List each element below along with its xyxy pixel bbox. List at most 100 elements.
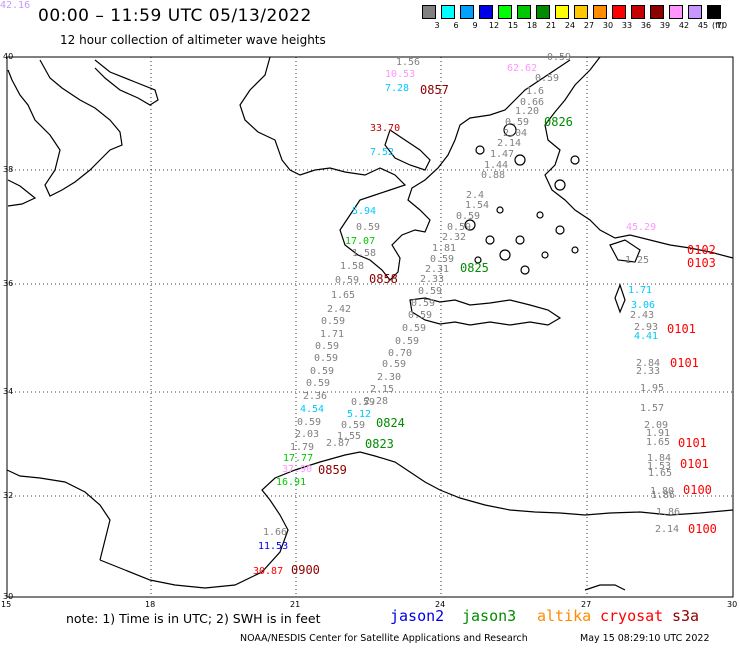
wave-height-value: 0.59: [456, 211, 481, 222]
wave-height-value: 1.25: [625, 255, 650, 266]
wave-height-value: 1.80: [650, 486, 675, 497]
wave-height-value: 1.95: [640, 383, 665, 394]
wave-height-value: 0.59: [505, 117, 530, 128]
map-subtitle: 12 hour collection of altimeter wave hei…: [60, 33, 326, 47]
wave-height-value: 1.86: [656, 507, 681, 518]
pass-time-label: 0858: [369, 272, 398, 286]
wave-height-value: 0.66: [520, 97, 545, 108]
wave-height-value: 2.33: [420, 274, 445, 285]
pass-time-label: 0857: [420, 83, 449, 97]
wave-height-value: 1.57: [640, 403, 665, 414]
pass-time-label: 0824: [376, 416, 405, 430]
wave-height-value: 1.53: [647, 461, 672, 472]
pass-time-label: 0102: [687, 243, 716, 257]
legend-label: 18: [526, 21, 538, 30]
wave-height-value: 33.70: [370, 123, 401, 134]
wave-height-value: 2.36: [303, 391, 328, 402]
wave-height-value: 1.56: [396, 57, 421, 68]
wave-height-value: 2.32: [442, 232, 467, 243]
legend-swatch: [517, 5, 531, 19]
wave-height-value: 0.59: [447, 222, 472, 233]
wave-height-value: 1.81: [432, 243, 457, 254]
wave-height-value: 2.33: [636, 366, 661, 377]
legend-label: 36: [640, 21, 652, 30]
wave-height-value: 0.59: [402, 323, 427, 334]
longitude-label: 27: [581, 600, 592, 609]
wave-height-value: 1.58: [352, 248, 377, 259]
latitude-label: 40: [3, 52, 14, 61]
longitude-label: 21: [290, 600, 301, 609]
legend-swatch: [631, 5, 645, 19]
coastlines: [6, 56, 734, 591]
pass-time-label: 0101: [680, 457, 709, 471]
wave-height-value: 0.59: [547, 52, 572, 63]
latitude-label: 38: [3, 165, 14, 174]
mission-name: altika: [537, 607, 592, 625]
wave-height-value: 17.07: [345, 236, 376, 247]
legend-label: 6: [453, 21, 459, 30]
wave-height-value: 0.59: [535, 73, 560, 84]
mission-name: jason3: [462, 607, 517, 625]
legend-swatch: [479, 5, 493, 19]
pass-time-label: 0859: [318, 463, 347, 477]
wave-height-value: 0.59: [395, 336, 420, 347]
map-frame: [6, 56, 734, 598]
wave-height-value: 1.58: [340, 261, 365, 272]
legend-swatch: [707, 5, 721, 19]
wave-height-value: 0.59: [314, 353, 339, 364]
wave-height-value: 1.20: [515, 106, 540, 117]
wave-height-value: 1.66: [263, 527, 288, 538]
wave-height-value: 0.59: [321, 316, 346, 327]
footer-credit: NOAA/NESDIS Center for Satellite Applica…: [240, 633, 528, 644]
longitude-label: 30: [727, 600, 738, 609]
wave-height-value: 2.4: [466, 190, 485, 201]
footnote: note: 1) Time is in UTC; 2) SWH is in fe…: [66, 611, 321, 626]
mission-name: jason2: [390, 607, 445, 625]
pass-time-label: 0100: [688, 522, 717, 536]
footer-timestamp: May 15 08:29:10 UTC 2022: [580, 633, 710, 644]
wave-height-value: 2.31: [425, 264, 450, 275]
wave-height-value: 30.87: [253, 566, 284, 577]
wave-height-value: 5.12: [347, 409, 372, 420]
wave-height-value: 2.42: [327, 304, 352, 315]
wave-height-value: 2.15: [370, 384, 395, 395]
legend-swatch: [612, 5, 626, 19]
wave-height-value: 10.53: [385, 69, 416, 80]
legend-swatch: [593, 5, 607, 19]
legend-label: 45: [697, 21, 709, 30]
wave-height-value: 0.59: [351, 397, 376, 408]
pass-time-label: 0823: [365, 437, 394, 451]
wave-height-value: 0.59: [408, 310, 433, 321]
wave-height-value: 0.59: [356, 222, 381, 233]
wave-height-value: 2.14: [655, 524, 680, 535]
wave-height-value: 1.65: [646, 437, 671, 448]
longitude-label: 18: [145, 600, 156, 609]
wave-height-value: 0.59: [310, 366, 335, 377]
wave-height-value: 0.59: [297, 417, 322, 428]
wave-height-value: 5.94: [352, 206, 377, 217]
wave-height-value: 0.59: [411, 298, 436, 309]
legend-swatch: [669, 5, 683, 19]
wave-height-value: 1.47: [490, 149, 515, 160]
wave-height-value: 11.53: [258, 541, 289, 552]
wave-height-value: 17.77: [283, 453, 314, 464]
wave-height-value: 2.30: [377, 372, 402, 383]
legend-label: 9: [472, 21, 478, 30]
wave-height-value: 2.93: [634, 322, 659, 333]
legend-swatch: [536, 5, 550, 19]
pass-time-label: 0101: [667, 322, 696, 336]
legend-unit: (ft): [712, 21, 725, 30]
pass-time-label: 0101: [670, 356, 699, 370]
legend-swatch: [441, 5, 455, 19]
wave-height-value: 1.6: [526, 86, 545, 97]
wave-height-value: 2.04: [503, 128, 528, 139]
legend-label: 12: [488, 21, 500, 30]
wave-height-value: 4.54: [300, 404, 325, 415]
wave-height-value: 45.29: [626, 222, 657, 233]
wave-height-value: 62.62: [507, 63, 538, 74]
pass-time-label: 0825: [460, 261, 489, 275]
legend-label: 15: [507, 21, 519, 30]
wave-height-value: 0.59: [430, 254, 455, 265]
legend-label: 39: [659, 21, 671, 30]
